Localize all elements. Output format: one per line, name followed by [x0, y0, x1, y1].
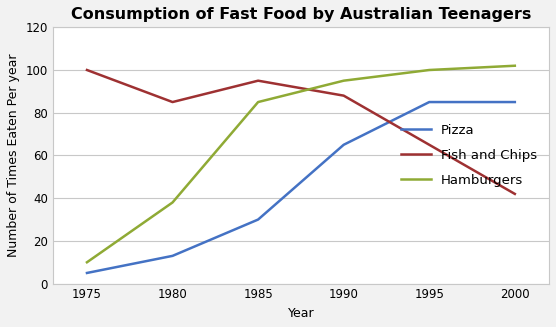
Pizza [340, 143, 347, 147]
Pizza [255, 217, 261, 221]
Fish and Chips [83, 68, 90, 72]
Legend: Pizza, Fish and Chips, Hamburgers: Pizza, Fish and Chips, Hamburgers [396, 119, 543, 192]
Fish and Chips [426, 143, 433, 147]
Y-axis label: Number of Times Eaten Per year: Number of Times Eaten Per year [7, 54, 20, 257]
Fish and Chips [169, 100, 176, 104]
Pizza [426, 100, 433, 104]
Line: Hamburgers: Hamburgers [87, 66, 515, 262]
Hamburgers [512, 64, 518, 68]
Pizza [169, 254, 176, 258]
Line: Pizza: Pizza [87, 102, 515, 273]
X-axis label: Year: Year [287, 307, 314, 320]
Pizza [83, 271, 90, 275]
Fish and Chips [340, 94, 347, 97]
Hamburgers [340, 79, 347, 83]
Hamburgers [255, 100, 261, 104]
Fish and Chips [512, 192, 518, 196]
Hamburgers [83, 260, 90, 264]
Line: Fish and Chips: Fish and Chips [87, 70, 515, 194]
Fish and Chips [255, 79, 261, 83]
Hamburgers [426, 68, 433, 72]
Title: Consumption of Fast Food by Australian Teenagers: Consumption of Fast Food by Australian T… [71, 7, 531, 22]
Pizza [512, 100, 518, 104]
Hamburgers [169, 200, 176, 204]
